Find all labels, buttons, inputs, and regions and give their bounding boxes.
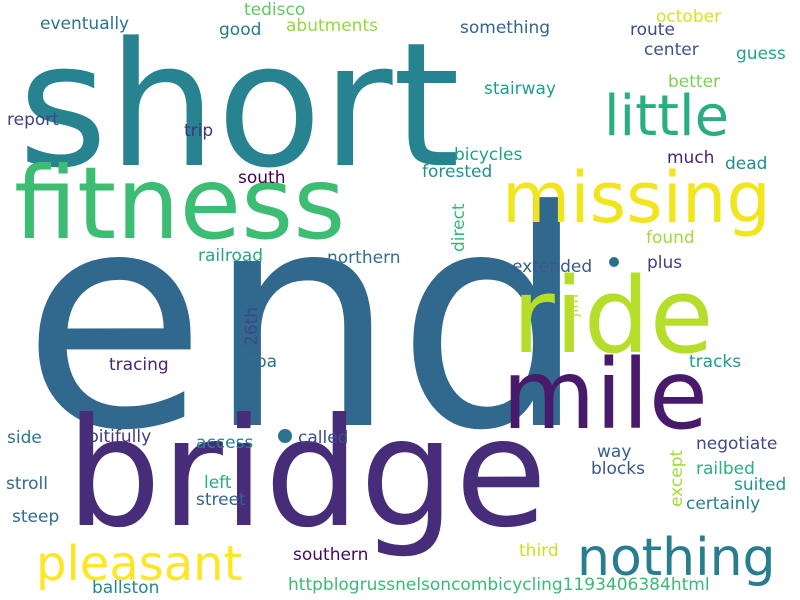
word-october: october (656, 7, 721, 27)
word-spa: spa (247, 352, 277, 372)
word-short: short (18, 5, 460, 206)
word-center: center (644, 40, 699, 60)
word-bridge: bridge (66, 387, 547, 561)
word-negotiate: negotiate (696, 434, 777, 454)
word-nothing: nothing (577, 528, 776, 588)
word-tracing: tracing (109, 355, 169, 375)
word-except: except (667, 449, 687, 507)
word-plus: plus (647, 253, 682, 273)
word-way: way (597, 442, 631, 462)
word-ride: ride (512, 255, 714, 377)
word-little: little (604, 84, 729, 149)
word-pitifully: pitifully (88, 427, 151, 447)
word-report: report (7, 110, 59, 130)
word-access: access (196, 433, 253, 453)
word-blocks: blocks (591, 459, 645, 479)
word-jim: jim (564, 294, 582, 318)
word-good: good (219, 20, 261, 40)
word-missing: missing (502, 157, 771, 239)
word-railbed: railbed (696, 459, 755, 479)
word-southern: southern (293, 545, 368, 565)
word-south: south (238, 168, 285, 188)
word-stairway: stairway (484, 79, 556, 99)
word-stroll: stroll (6, 474, 48, 494)
word-end: end (22, 147, 587, 496)
word-ballston: ballston (92, 578, 159, 598)
word-eventually: eventually (40, 14, 129, 34)
word-abutments: abutments (286, 16, 378, 36)
word-mile: mile (502, 339, 708, 451)
word-extended: extended (512, 257, 592, 277)
word-guess: guess (736, 44, 786, 64)
word-northern: northern (327, 248, 401, 268)
word-tedisco: tedisco (244, 0, 305, 20)
word-found: found (646, 228, 695, 248)
word-forested: forested (422, 162, 492, 182)
word-street: street (196, 490, 246, 510)
word-tracks: tracks (689, 352, 741, 372)
word-called: called (298, 428, 348, 448)
word-26th: 26th (242, 307, 262, 346)
word-certainly: certainly (686, 494, 760, 514)
word-route: route (630, 20, 675, 40)
word-fitness: fitness (14, 145, 345, 262)
word-something: something (460, 18, 550, 38)
word-url: httpblogrussnelsoncombicycling1193406384… (288, 575, 710, 595)
word-suited: suited (734, 475, 786, 495)
word-direct: direct (449, 203, 469, 252)
word-steep: steep (12, 507, 59, 527)
word-left: left (204, 473, 232, 493)
word-bicycles: bicycles (454, 145, 522, 165)
word-dead: dead (725, 154, 767, 174)
word-fragment-dot (609, 257, 619, 267)
word-third: third (519, 541, 559, 561)
word-pleasant: pleasant (36, 536, 242, 592)
word-fragment-dot (278, 429, 292, 443)
word-much: much (667, 148, 714, 168)
word-railroad: railroad (198, 246, 263, 266)
word-trip: trip (184, 121, 213, 141)
word-better: better (668, 72, 720, 92)
word-side: side (7, 428, 42, 448)
